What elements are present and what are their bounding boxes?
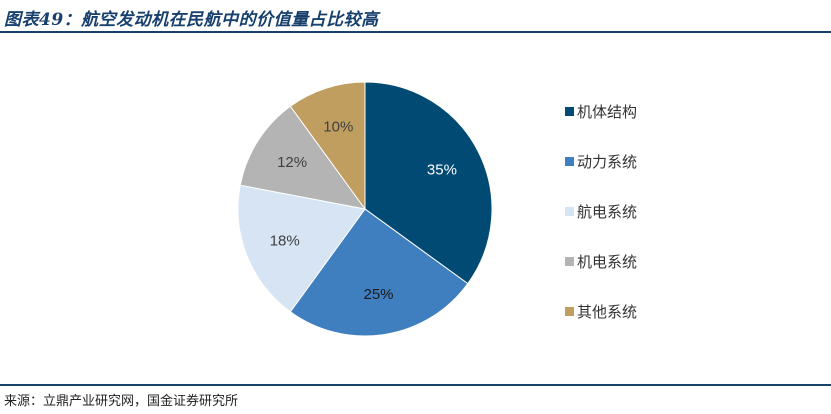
data-label-4: 12%: [277, 154, 307, 171]
legend-label-1: 机体结构: [577, 103, 637, 121]
figure-title: 图表49：航空发动机在民航中的价值量占比较高: [4, 10, 379, 30]
source-note: 来源：立鼎产业研究网，国金证券研究所: [4, 394, 239, 409]
data-label-1: 35%: [427, 161, 457, 178]
pie-slice-5: [289, 81, 366, 211]
legend-swatch-4: [565, 257, 574, 266]
data-label-2: 25%: [363, 286, 393, 303]
footer-rule: [0, 384, 831, 386]
pie-slice-4: [239, 105, 367, 210]
data-label-3: 18%: [270, 232, 300, 249]
title-rule: [0, 31, 831, 33]
legend-label-2: 动力系统: [577, 153, 637, 171]
legend-swatch-5: [565, 307, 574, 316]
legend-swatch-3: [565, 207, 574, 216]
pie-slice-1: [364, 81, 493, 285]
data-label-5: 10%: [323, 118, 353, 135]
legend-label-4: 机电系统: [577, 253, 637, 271]
legend-swatch-2: [565, 157, 574, 166]
legend-label-3: 航电系统: [577, 203, 637, 221]
pie-slice-2: [289, 208, 469, 337]
legend-swatch-1: [565, 107, 574, 116]
legend-label-5: 其他系统: [577, 303, 637, 321]
pie-slice-3: [237, 184, 366, 313]
